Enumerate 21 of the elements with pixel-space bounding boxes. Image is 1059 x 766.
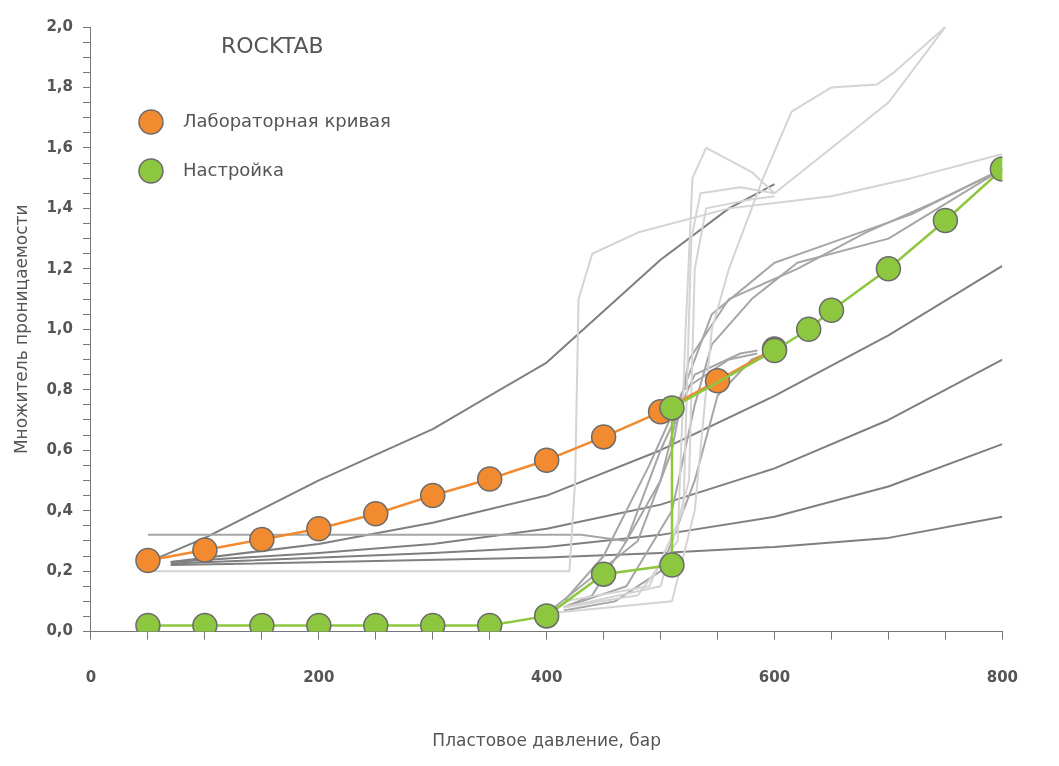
y-tick-label: 0,2 [46, 561, 73, 580]
x-tick-label: 0 [85, 668, 97, 687]
x-axis-title: Пластовое давление, бар [432, 730, 661, 751]
y-tick-label: 1,2 [46, 258, 73, 277]
x-tick-label: 200 [303, 668, 335, 687]
y-tick-label: 1,4 [46, 198, 73, 217]
y-axis-title: Множитель проницаемости [10, 204, 31, 455]
y-tick-label: 1,6 [46, 137, 73, 156]
legend-label: Лабораторная кривая [182, 109, 391, 131]
y-tick-label: 1,0 [46, 319, 73, 338]
chart-title: ROCKTAB [220, 32, 324, 58]
y-tick-label: 0,8 [46, 379, 73, 398]
y-tick-label: 2,0 [46, 16, 73, 35]
y-tick-label: 0,6 [46, 440, 73, 459]
x-tick-label: 600 [758, 668, 791, 687]
y-tick-label: 0,4 [46, 500, 73, 519]
y-tick-label: 1,8 [46, 77, 73, 96]
x-tick-label: 400 [531, 668, 563, 687]
y-tick-label: 0,0 [46, 621, 73, 640]
legend-label: Настройка [182, 158, 284, 180]
x-tick-label: 800 [986, 668, 1018, 687]
